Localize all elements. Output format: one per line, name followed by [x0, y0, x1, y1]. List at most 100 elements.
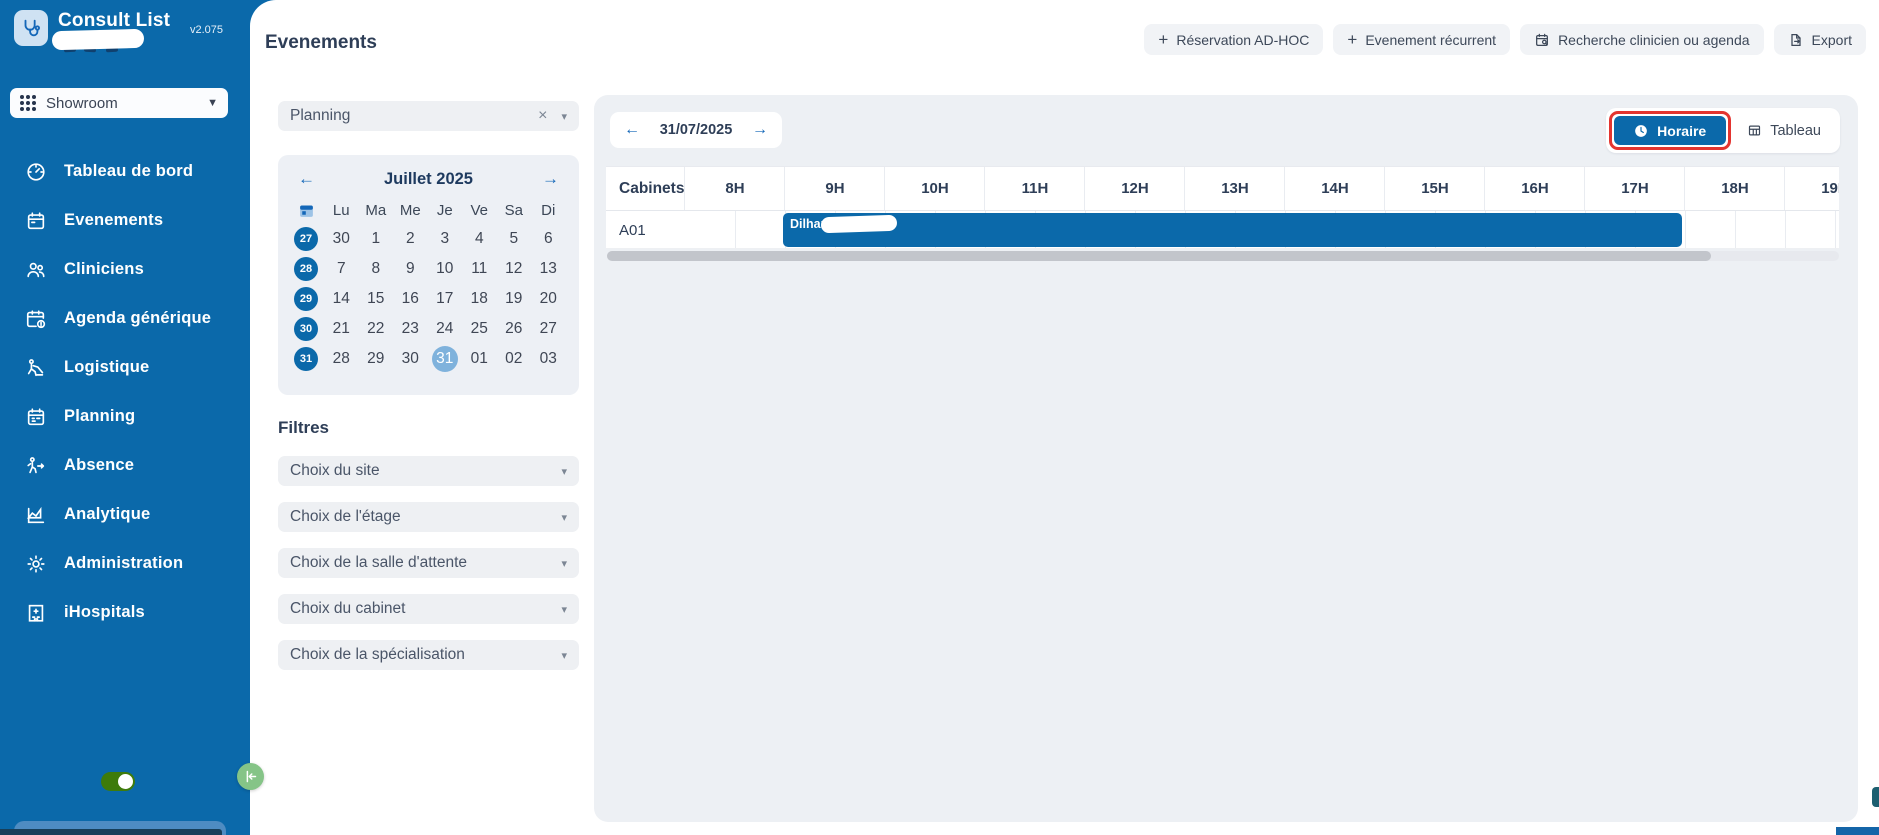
- calendar-day[interactable]: 17: [436, 290, 454, 307]
- calendar-day[interactable]: 4: [474, 230, 484, 247]
- filter-specialisation-select[interactable]: Choix de la spécialisation ▾: [278, 640, 579, 670]
- sidebar-item-cliniciens[interactable]: Cliniciens: [0, 245, 250, 294]
- week-number[interactable]: 31: [288, 344, 324, 374]
- calendar-day[interactable]: 16: [401, 290, 419, 307]
- calendar-day[interactable]: 19: [505, 290, 523, 307]
- app-title: Consult List: [58, 10, 171, 31]
- sidebar-item-label: Absence: [64, 456, 135, 474]
- sidebar-item-absence[interactable]: Absence: [0, 441, 250, 490]
- sidebar-item-label: Agenda générique: [64, 309, 212, 327]
- export-button[interactable]: Export: [1773, 24, 1866, 55]
- workspace-selector[interactable]: Showroom ▼: [10, 88, 228, 118]
- sidebar-item-ihospitals[interactable]: iHospitals: [0, 588, 250, 637]
- horizontal-scrollbar[interactable]: [607, 251, 1839, 261]
- calendar-day[interactable]: 21: [332, 320, 350, 337]
- calendar-day[interactable]: 02: [505, 350, 523, 367]
- gear-icon: [27, 554, 45, 573]
- evenement-recurrent-button[interactable]: + Evenement récurrent: [1333, 24, 1511, 55]
- calendar-day[interactable]: 29: [367, 350, 385, 367]
- calendar-day[interactable]: 14: [332, 290, 350, 307]
- calendar-day[interactable]: 27: [539, 320, 557, 337]
- calendar-day[interactable]: 11: [471, 260, 488, 277]
- calendar-day[interactable]: 20: [539, 290, 557, 307]
- filter-salle-attente-select[interactable]: Choix de la salle d'attente ▾: [278, 548, 579, 578]
- clear-icon[interactable]: ×: [538, 107, 548, 124]
- sidebar-item-analytique[interactable]: Analytique: [0, 490, 250, 539]
- calendar-day[interactable]: 13: [539, 260, 557, 277]
- grid-icon: [20, 95, 36, 111]
- calendar-day[interactable]: 8: [371, 260, 381, 277]
- sidebar-item-label: Cliniciens: [64, 260, 144, 278]
- calendar-day-selected[interactable]: 31: [428, 344, 463, 374]
- reservation-adhoc-button[interactable]: + Réservation AD-HOC: [1144, 24, 1324, 55]
- speedometer-icon: [27, 162, 45, 181]
- week-number[interactable]: 27: [288, 224, 324, 254]
- collapse-arrow-icon: [246, 770, 257, 783]
- calendar-day[interactable]: 30: [332, 230, 350, 247]
- calendar-month-icon: [288, 197, 324, 224]
- resource-name: A01: [619, 221, 646, 239]
- calendar-day[interactable]: 24: [436, 320, 454, 337]
- calendar-prev-button[interactable]: ←: [298, 169, 315, 188]
- calendar-day[interactable]: 01: [470, 350, 488, 367]
- calendar-day[interactable]: 3: [440, 230, 450, 247]
- planning-select[interactable]: Planning × ▾: [278, 101, 579, 131]
- sidebar-item-label: Planning: [64, 407, 136, 425]
- date-prev-button[interactable]: ←: [624, 121, 640, 138]
- view-tableau-button[interactable]: Tableau: [1731, 116, 1837, 145]
- sidebar-item-label: iHospitals: [64, 603, 145, 621]
- calendar-day[interactable]: 03: [539, 350, 557, 367]
- calendar-day[interactable]: 26: [505, 320, 523, 337]
- recherche-clinicien-button[interactable]: Recherche clinicien ou agenda: [1520, 24, 1764, 55]
- filter-site-select[interactable]: Choix du site ▾: [278, 456, 579, 486]
- table-icon: [1749, 125, 1761, 136]
- date-next-button[interactable]: →: [751, 121, 768, 138]
- sidebar-item-planning[interactable]: Planning: [0, 392, 250, 441]
- calendar-day[interactable]: 23: [401, 320, 419, 337]
- calendar-day[interactable]: 2: [405, 230, 415, 247]
- sidebar-item-agenda-generique[interactable]: Agenda générique: [0, 294, 250, 343]
- resources-column-header: Cabinets: [619, 179, 685, 197]
- week-number[interactable]: 29: [288, 284, 324, 314]
- sidebar-collapse-button[interactable]: [237, 763, 264, 790]
- sidebar-item-administration[interactable]: Administration: [0, 539, 250, 588]
- calendar-day[interactable]: 25: [470, 320, 488, 337]
- filter-etage-select[interactable]: Choix de l'étage ▾: [278, 502, 579, 532]
- calendar-day[interactable]: 9: [405, 260, 415, 277]
- right-edge-widget-peek[interactable]: [1872, 787, 1879, 807]
- calendar-next-button[interactable]: →: [541, 169, 559, 188]
- view-switch: Horaire Tableau: [1606, 108, 1840, 153]
- plus-icon: +: [1158, 30, 1169, 49]
- redacted-subtitle: [51, 28, 145, 53]
- calendar-day[interactable]: 15: [367, 290, 385, 307]
- scrollbar-thumb[interactable]: [607, 251, 1711, 261]
- chevron-down-icon: ▾: [561, 110, 567, 123]
- event-bar[interactable]: Dilhan: [783, 213, 1682, 247]
- week-number[interactable]: 28: [288, 254, 324, 284]
- sidebar-toggle-switch[interactable]: [101, 772, 135, 791]
- sidebar-item-label: Evenements: [64, 211, 164, 229]
- calendar-day[interactable]: 30: [401, 350, 419, 367]
- week-number[interactable]: 30: [288, 314, 324, 344]
- calendar-day[interactable]: 28: [332, 350, 350, 367]
- sidebar-item-tableau-de-bord[interactable]: Tableau de bord: [0, 147, 250, 196]
- sidebar-item-evenements[interactable]: Evenements: [0, 196, 250, 245]
- calendar-day[interactable]: 1: [371, 230, 381, 247]
- stethoscope-icon: [14, 10, 48, 46]
- header-actions: + Réservation AD-HOC + Evenement récurre…: [1144, 24, 1866, 55]
- calendar-day[interactable]: 7: [336, 260, 346, 277]
- calendar-search-icon: [1536, 33, 1549, 46]
- calendar-day[interactable]: 6: [543, 230, 553, 247]
- clock-icon: [1635, 124, 1648, 137]
- calendar-day[interactable]: 10: [436, 260, 454, 277]
- calendar-day[interactable]: 22: [367, 320, 385, 337]
- filter-cabinet-select[interactable]: Choix du cabinet ▾: [278, 594, 579, 624]
- current-date: 31/07/2025: [659, 122, 733, 138]
- calendar-day[interactable]: 12: [505, 260, 523, 277]
- view-horaire-button[interactable]: Horaire: [1614, 116, 1727, 145]
- export-icon: [1790, 33, 1801, 46]
- calendar-day[interactable]: 5: [509, 230, 519, 247]
- calendar-day[interactable]: 18: [470, 290, 488, 307]
- sidebar-item-logistique[interactable]: Logistique: [0, 343, 250, 392]
